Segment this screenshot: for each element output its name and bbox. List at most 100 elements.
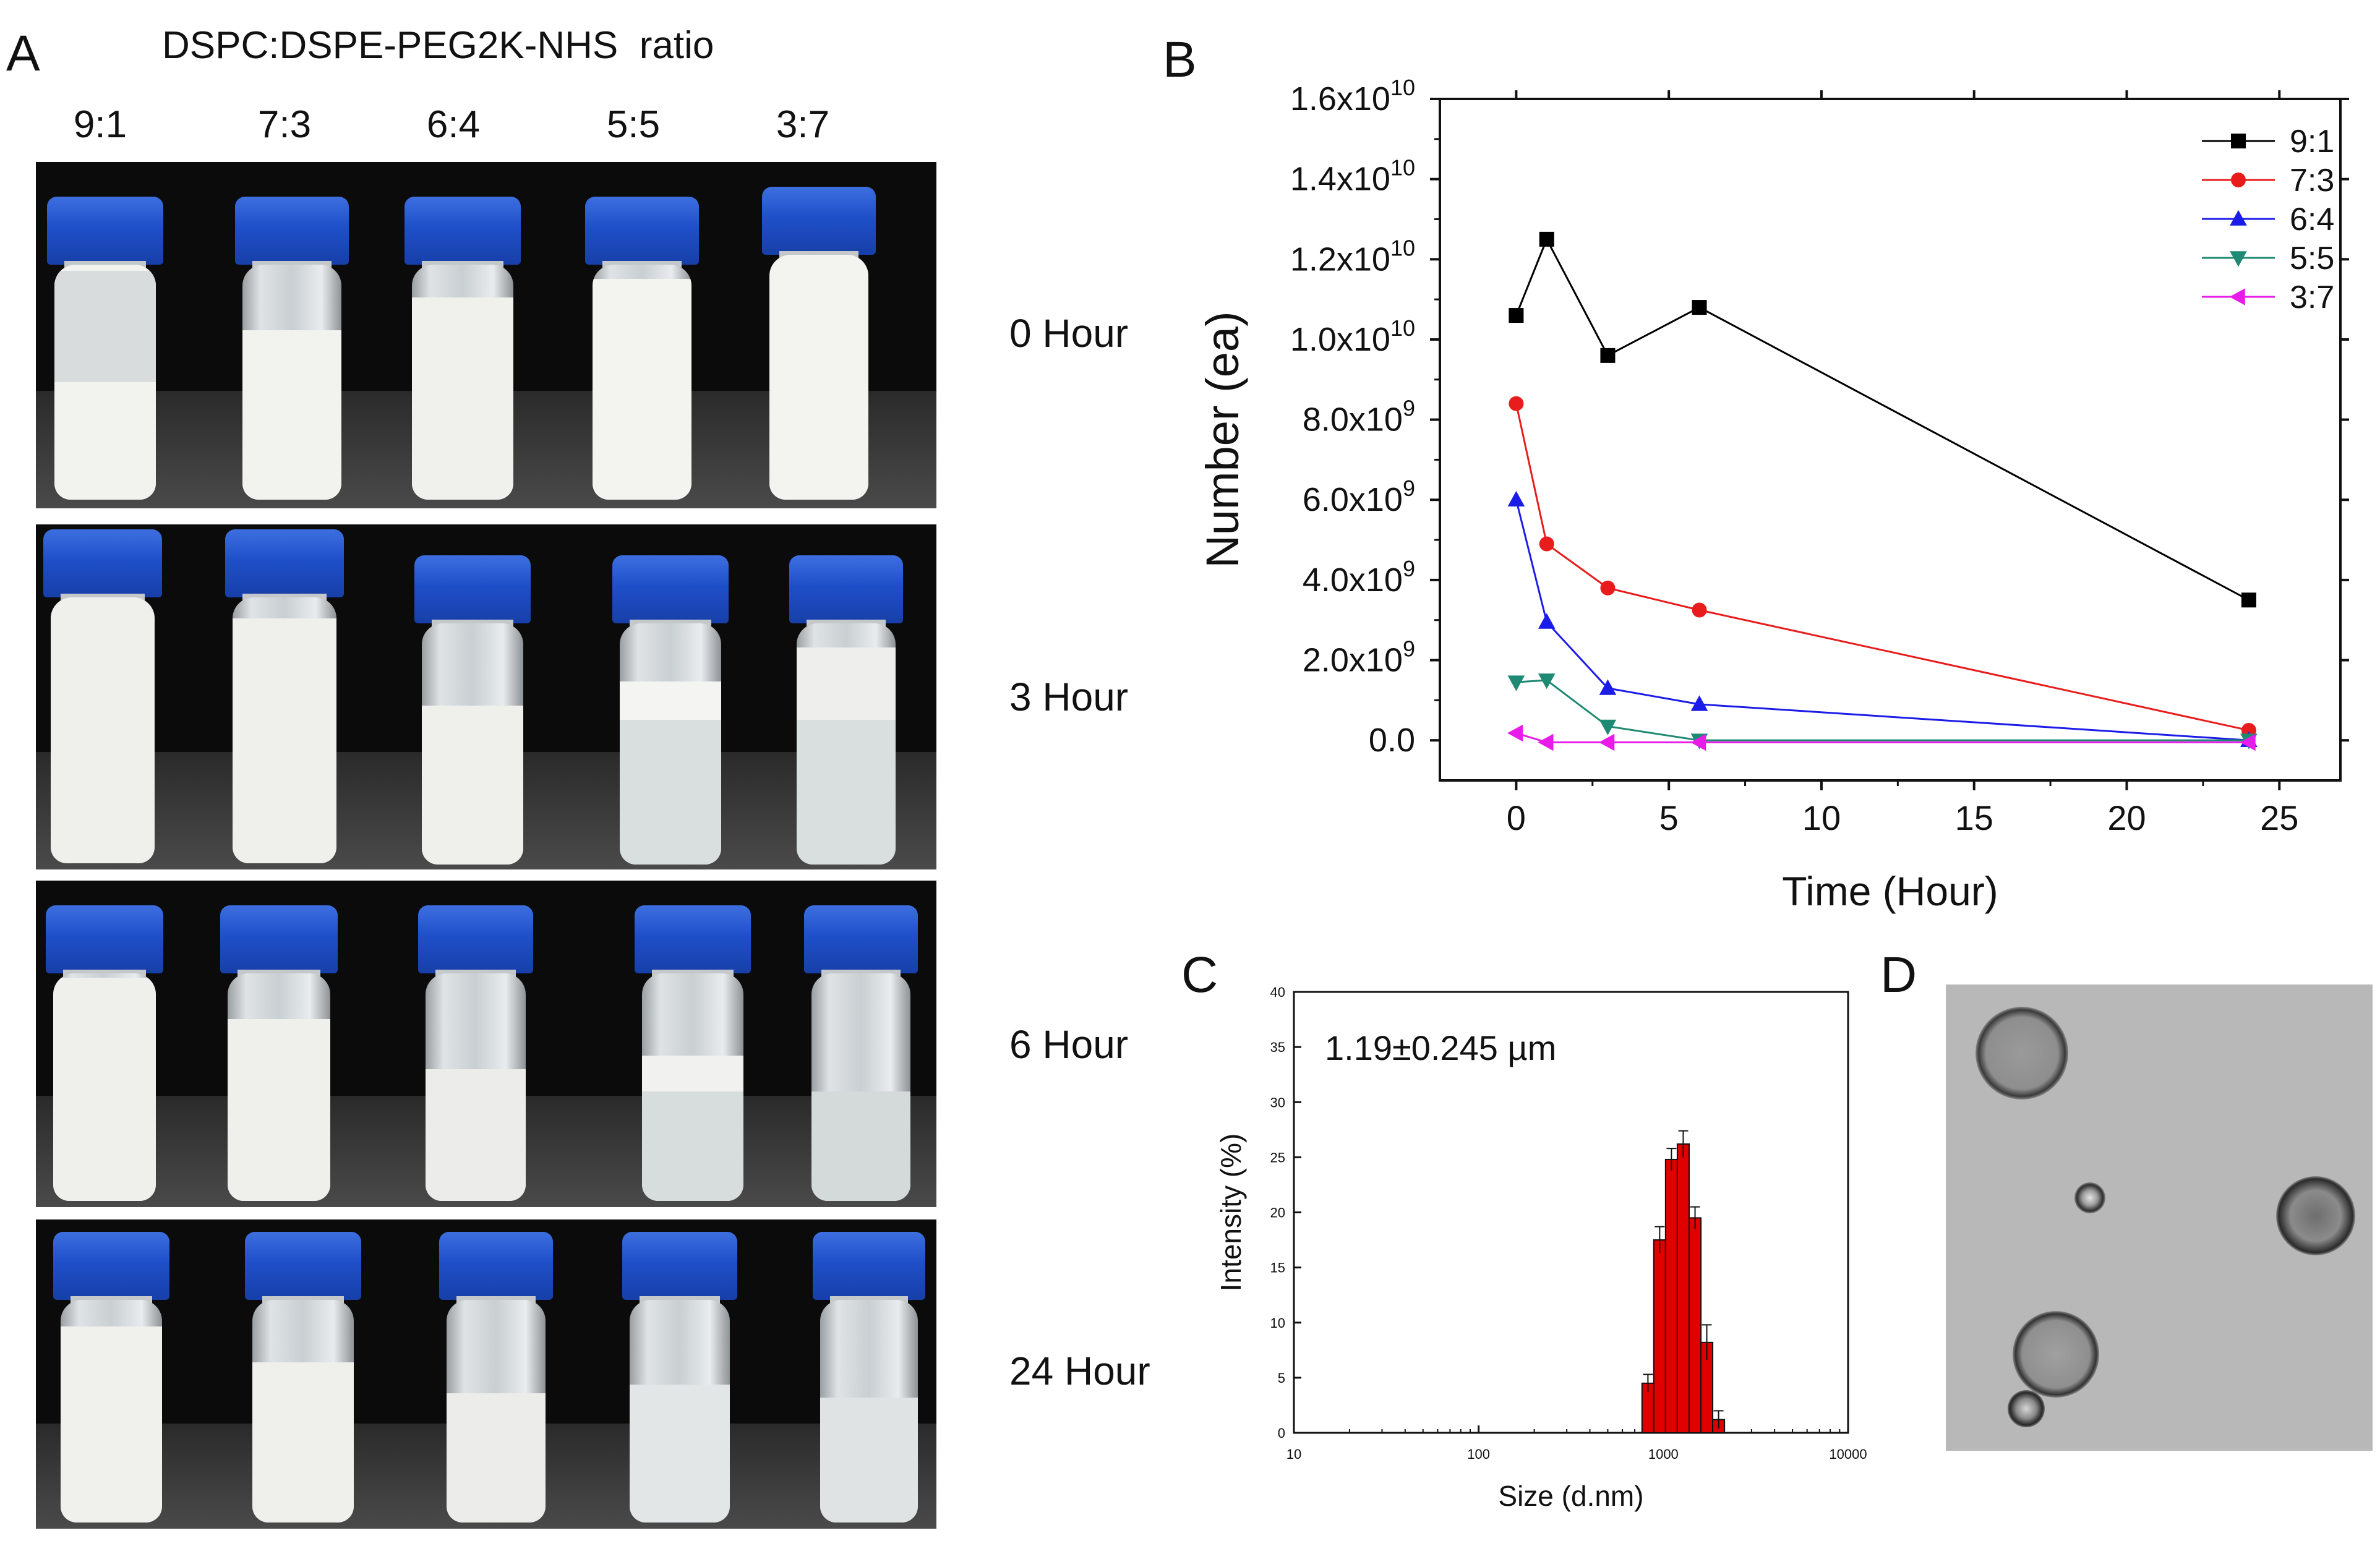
data-point-6-4	[1538, 613, 1556, 629]
vial-photo-6-hour	[36, 881, 936, 1207]
chart-b-frame	[1439, 98, 2342, 782]
y-tick-label: 30	[1270, 1095, 1285, 1110]
microscopy-image	[1946, 984, 2373, 1451]
time-label-0-hour: 0 Hour	[1009, 311, 1129, 356]
data-point-5-5	[1538, 673, 1556, 690]
y-tick-label: 6.0x109	[1303, 476, 1415, 518]
x-tick-label: 0	[1507, 798, 1526, 837]
y-tick-label: 25	[1270, 1150, 1285, 1165]
bar-chart-size-distribution: 10 100 1000 10000 0 5 10 15 20 25 30 35 40 Size (d.nm…	[1215, 984, 1867, 1512]
data-point-9-1	[1600, 348, 1616, 363]
panel-a-letter: A	[6, 25, 40, 82]
data-point-7-3	[1692, 602, 1707, 618]
y-tick-label: 1.0x1010	[1290, 315, 1415, 358]
panel-c-letter: C	[1181, 947, 1218, 1003]
vial-photo-24-hour	[36, 1219, 936, 1529]
data-point-3-7	[1507, 724, 1523, 742]
data-point-3-7	[1538, 733, 1554, 751]
ratio-label-9-1: 9:1	[73, 103, 127, 146]
histogram-bar	[1688, 1217, 1702, 1433]
y-tick-label: 35	[1270, 1040, 1285, 1055]
legend-label: 3:7	[2290, 280, 2334, 315]
y-tick-label: 1.6x1010	[1290, 75, 1415, 117]
x-tick-label: 100	[1467, 1446, 1490, 1462]
legend-marker	[2231, 134, 2246, 148]
panel-d-letter: D	[1880, 947, 1917, 1003]
y-tick-label: 1.2x1010	[1290, 235, 1415, 278]
histogram-bar	[1653, 1239, 1666, 1433]
x-tick-label: 10	[1802, 798, 1841, 837]
data-point-9-1	[1692, 300, 1707, 315]
series-line-7-3	[1515, 403, 2249, 732]
chart-c-frame	[1293, 991, 1849, 1434]
y-tick-label: 4.0x109	[1303, 556, 1415, 599]
legend-marker	[2230, 251, 2247, 267]
y-tick-label: 2.0x109	[1303, 636, 1415, 679]
x-tick-label: 10	[1286, 1446, 1301, 1462]
y-tick-label: 1.4x1010	[1290, 155, 1415, 198]
data-point-5-5	[1599, 719, 1617, 735]
x-tick-label: 15	[1955, 798, 1993, 837]
ratio-label-7-3: 7:3	[257, 103, 312, 146]
time-label-3-hour: 3 Hour	[1009, 675, 1129, 719]
legend-label: 5:5	[2290, 241, 2334, 276]
data-point-7-3	[1539, 536, 1554, 552]
histogram-bar	[1664, 1158, 1678, 1433]
x-axis-label: Size (d.nm)	[1498, 1480, 1643, 1512]
microbubble-large-top	[1975, 1007, 2068, 1100]
data-point-9-1	[2241, 592, 2256, 608]
data-point-3-7	[1690, 733, 1706, 751]
legend-label: 6:4	[2290, 202, 2334, 237]
x-tick-label: 20	[2107, 798, 2146, 837]
microbubble-small-bottom	[2008, 1390, 2045, 1427]
data-point-6-4	[1690, 695, 1708, 711]
data-point-3-7	[2240, 733, 2256, 751]
data-point-5-5	[1507, 675, 1525, 691]
data-point-9-1	[1509, 308, 1524, 323]
x-tick-label: 1000	[1648, 1446, 1679, 1462]
legend-marker	[2229, 288, 2245, 305]
data-point-9-1	[1539, 231, 1554, 247]
y-axis-label: Intensity (%)	[1215, 1134, 1247, 1292]
ratio-label-5-5: 5:5	[606, 103, 661, 146]
histogram-bar	[1676, 1143, 1690, 1433]
y-tick-label: 20	[1270, 1205, 1285, 1221]
ratio-label-6-4: 6:4	[426, 103, 481, 146]
series-line-6-4	[1515, 499, 2249, 741]
legend-label: 9:1	[2290, 124, 2334, 160]
time-label-6-hour: 6 Hour	[1009, 1022, 1129, 1067]
y-tick-label: 0	[1278, 1425, 1285, 1441]
y-tick-label: 5	[1278, 1370, 1285, 1386]
data-point-6-4	[1507, 490, 1525, 507]
y-tick-label: 15	[1270, 1260, 1285, 1276]
data-point-7-3	[1509, 396, 1524, 411]
panel-b-letter: B	[1163, 32, 1197, 88]
x-tick-label: 10000	[1829, 1446, 1867, 1462]
legend-marker	[2231, 173, 2246, 187]
legend-label: 7:3	[2290, 163, 2334, 199]
vial-photo-0-hour	[36, 162, 936, 508]
series-line-5-5	[1516, 679, 2249, 741]
time-label-24-hour: 24 Hour	[1009, 1349, 1150, 1393]
size-annotation: 1.19±0.245 µm	[1325, 1028, 1557, 1067]
data-point-3-7	[1599, 733, 1615, 751]
legend-marker	[2230, 210, 2247, 226]
series-line-9-1	[1515, 237, 2249, 601]
microbubble-small-center	[2074, 1182, 2105, 1213]
ratio-label-3-7: 3:7	[776, 103, 830, 146]
microbubble-large-bottom	[2013, 1311, 2099, 1398]
y-tick-label: 8.0x109	[1303, 396, 1415, 438]
y-tick-label: 0.0	[1369, 722, 1415, 759]
microbubble-right	[2276, 1176, 2355, 1255]
y-tick-label: 10	[1270, 1315, 1285, 1331]
y-axis-label: Number (ea)	[1197, 311, 1248, 568]
vial-photo-3-hour	[36, 524, 936, 869]
panel-a-title: DSPC:DSPE-PEG2K-NHS ratio	[162, 24, 714, 67]
data-point-7-3	[1600, 580, 1616, 596]
data-point-6-4	[1599, 679, 1617, 695]
line-chart-number-vs-time: 0 5 10 15 20 25 0.0 2.0x109 4.0x109 6.0x109 8.0x10…	[1197, 75, 2349, 914]
x-tick-label: 5	[1659, 798, 1679, 837]
x-tick-label: 25	[2260, 798, 2298, 837]
x-axis-label: Time (Hour)	[1782, 868, 1998, 914]
y-tick-label: 40	[1270, 984, 1285, 1000]
